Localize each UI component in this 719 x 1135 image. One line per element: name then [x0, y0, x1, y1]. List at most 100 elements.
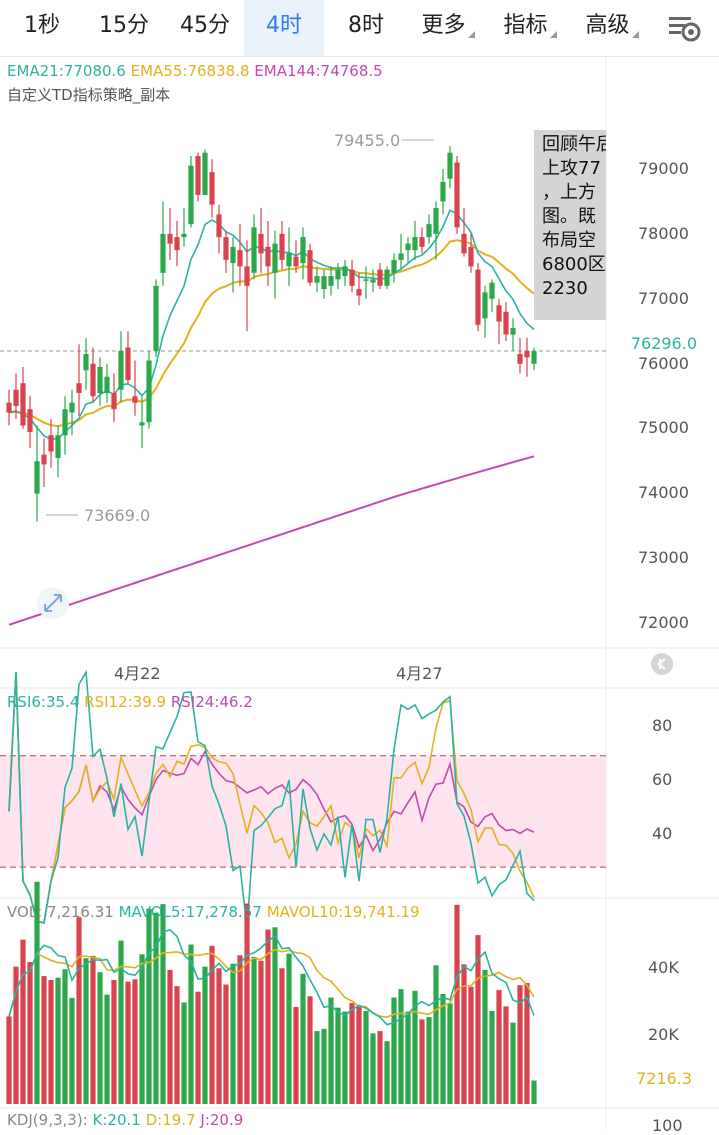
tab-5[interactable]: 更多 [408, 0, 488, 56]
candle-body [363, 279, 369, 281]
candle-body [160, 233, 166, 273]
dropdown-corner-icon [549, 31, 557, 38]
tab-3[interactable]: 4时 [244, 0, 324, 56]
volume-bar [461, 964, 467, 1104]
volume-bar [349, 1003, 355, 1104]
ema55-line [8, 239, 535, 428]
volume-bar [454, 904, 460, 1104]
candle-body [6, 402, 12, 413]
volume-bar [440, 993, 446, 1104]
ema144-value: EMA144:74768.5 [254, 62, 383, 80]
candle-body [202, 152, 208, 195]
collapse-icon-bg [651, 653, 673, 675]
candle-body [419, 237, 425, 247]
volume-bar [6, 1016, 12, 1104]
candle-body [97, 367, 103, 393]
candle-body [328, 276, 334, 286]
note-line: 2230 [542, 278, 588, 299]
volume-bar [517, 985, 523, 1104]
expand-arrows-icon [44, 594, 62, 612]
candle-body [314, 276, 320, 283]
note-line: ，上方 [542, 182, 596, 203]
volume-bar [377, 1031, 383, 1104]
tab-label: 1秒 [24, 13, 60, 38]
volume-bar [195, 991, 201, 1104]
dropdown-corner-icon [467, 31, 475, 38]
volume-bar [111, 980, 117, 1104]
candle-body [195, 155, 201, 195]
candle-body [475, 269, 481, 325]
candle-body [286, 253, 292, 267]
tab-2[interactable]: 45分 [166, 0, 244, 56]
tab-7[interactable]: 高级 [572, 0, 652, 56]
volume-bar [251, 956, 257, 1104]
volume-bar [125, 981, 131, 1104]
candle-body [398, 253, 404, 260]
price-tick: 72000 [638, 613, 689, 632]
timeframe-tabbar: 1秒 15分 45分 4时 8时 更多 指标 高级 [0, 0, 719, 57]
candle-body [146, 360, 152, 423]
volume-bar [300, 973, 306, 1104]
candle-body [503, 311, 509, 335]
candle-body [251, 227, 257, 273]
volume-bar [265, 929, 271, 1104]
rsi-tick: 40 [652, 824, 673, 843]
candle-body [41, 454, 47, 465]
tab-6[interactable]: 指标 [490, 0, 570, 56]
volume-bar [55, 977, 61, 1104]
candle-body [209, 172, 215, 205]
volume-bar [468, 986, 474, 1104]
candle-body [489, 282, 495, 299]
volume-bar [475, 935, 481, 1104]
volume-bar [188, 944, 194, 1104]
candle-body [69, 402, 75, 413]
volume-bar [146, 908, 152, 1104]
candle-body [412, 237, 418, 251]
volume-bar [153, 912, 159, 1104]
candle-body [76, 383, 82, 393]
candle-body [300, 237, 306, 264]
vol-tick: 40K [648, 958, 679, 977]
volume-bar [104, 994, 110, 1104]
tab-1[interactable]: 15分 [84, 0, 164, 56]
candle-body [384, 269, 390, 286]
candle-body [139, 422, 145, 426]
ema21-line [8, 209, 535, 441]
volume-bar [489, 1010, 495, 1104]
candle-body [104, 376, 110, 393]
date-tick: 4月22 [114, 664, 161, 683]
vol-current-tag: 7216.3 [636, 1069, 692, 1088]
volume-bar [118, 940, 124, 1104]
candle-body [307, 250, 313, 283]
mavol5-value: MAVOL5:17,278.57 [118, 903, 262, 921]
candle-body [83, 354, 89, 371]
candle-body [27, 409, 33, 432]
note-line: 回顾午后 [542, 134, 606, 155]
candle-body [510, 328, 516, 335]
kdj-j-value: J:20.9 [200, 1111, 244, 1129]
volume-bar [510, 1022, 516, 1104]
volume-bar [321, 1028, 327, 1104]
candle-body [258, 233, 264, 254]
tab-4[interactable]: 8时 [326, 0, 406, 56]
volume-bar [412, 990, 418, 1104]
candle-body [321, 276, 327, 290]
volume-bar [223, 984, 229, 1104]
volume-bar [342, 1011, 348, 1104]
mavol5-line [8, 929, 535, 1026]
volume-bar [216, 968, 222, 1104]
volume-bar [167, 969, 173, 1104]
candle-body [377, 269, 383, 286]
volume-bar [384, 1041, 390, 1104]
chart-settings-gear-icon[interactable] [664, 10, 704, 46]
date-tick: 4月27 [396, 664, 443, 683]
candle-body [237, 250, 243, 267]
price-tick: 78000 [638, 224, 689, 243]
tab-0[interactable]: 1秒 [2, 0, 82, 56]
ema-legend: EMA21:77080.6 EMA55:76838.8 EMA144:74768… [7, 62, 383, 80]
tab-label: 45分 [180, 13, 230, 38]
ema21-value: EMA21:77080.6 [7, 62, 126, 80]
candle-body [531, 351, 537, 364]
candle-body [13, 389, 19, 406]
